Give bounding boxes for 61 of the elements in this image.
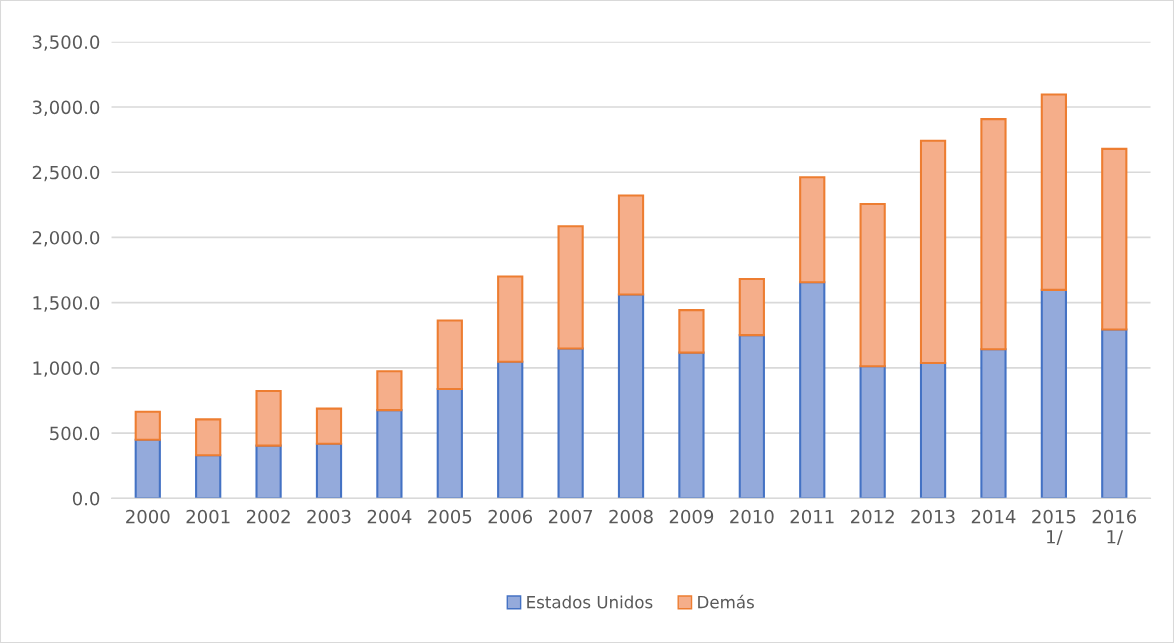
- bar: [1040, 93, 1067, 291]
- y-tick-label: 3,500.0: [32, 35, 100, 51]
- bar: [376, 370, 403, 412]
- y-tick-label: 0.0: [72, 491, 100, 506]
- bar: [315, 442, 343, 499]
- x-tick-label: 2005: [428, 509, 472, 524]
- bar: [315, 407, 343, 445]
- bar: [195, 418, 222, 457]
- bar: [436, 319, 463, 391]
- bar: [678, 309, 705, 354]
- bar: [919, 361, 947, 499]
- x-tick-label: 2003: [307, 509, 351, 524]
- bar: [738, 277, 765, 337]
- bar: [980, 348, 1007, 499]
- x-tick-label: 2012: [851, 509, 894, 524]
- x-tick-label: 2014: [971, 509, 1016, 524]
- bar: [134, 410, 161, 441]
- bar: [919, 139, 947, 364]
- bar: [799, 176, 826, 284]
- bar: [255, 389, 282, 447]
- y-tick-label: 3,000.0: [32, 100, 100, 116]
- bar: [980, 118, 1007, 351]
- y-tick-label: 500.0: [50, 426, 100, 441]
- bar: [557, 347, 584, 499]
- x-tick-label: 2011: [790, 509, 834, 524]
- bar: [497, 360, 524, 499]
- y-tick-label: 2,500.0: [32, 165, 100, 182]
- x-tick-label: 2006: [488, 509, 533, 524]
- bar: [738, 334, 765, 499]
- bar: [617, 194, 645, 296]
- bar: [557, 225, 584, 350]
- bar: [859, 202, 886, 368]
- x-tick-label: 2010: [730, 509, 774, 524]
- bar: [376, 409, 403, 499]
- x-tick-label: 2009: [669, 509, 714, 524]
- bar: [195, 454, 222, 499]
- x-tick-label: 2013: [911, 509, 955, 524]
- legend-label: Estados Unidos: [527, 595, 653, 609]
- bar: [1101, 328, 1128, 499]
- x-tick-label: 2007: [548, 509, 593, 524]
- y-tick-label: 1,000.0: [33, 361, 100, 377]
- bar: [1040, 288, 1067, 499]
- bar: [859, 365, 886, 499]
- x-tick-label: 2000: [126, 509, 170, 524]
- bar: [678, 351, 705, 499]
- bar: [1101, 147, 1128, 331]
- y-tick-label: 2,000.0: [32, 230, 100, 247]
- y-tick-label: 1,500.0: [33, 296, 100, 312]
- x-tick-label: 2008: [609, 509, 653, 524]
- bar: [255, 444, 282, 499]
- x-tick-label: 2002: [246, 509, 290, 524]
- bar: [617, 293, 645, 499]
- bar: [134, 438, 161, 499]
- legend-label: Demás: [698, 594, 754, 609]
- x-tick-label: 2001: [186, 509, 230, 524]
- bar: [497, 275, 524, 363]
- x-tick-label: 2016 1/: [1092, 509, 1137, 546]
- x-tick-label: 2015 1/: [1032, 509, 1076, 546]
- x-tick-label: 2004: [367, 509, 412, 524]
- bar: [799, 281, 826, 499]
- bar: [436, 387, 463, 499]
